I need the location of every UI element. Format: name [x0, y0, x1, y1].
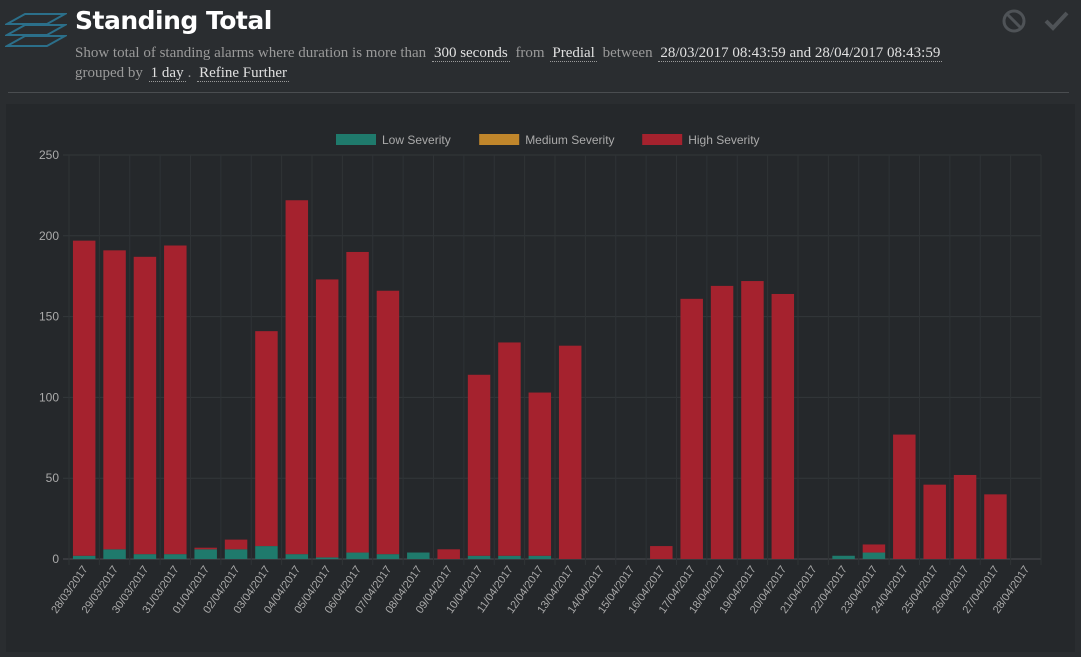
- bar-high-severity: [72, 240, 96, 556]
- header-actions: [989, 8, 1069, 39]
- y-tick-label: 250: [39, 148, 59, 162]
- bar-high-severity: [953, 474, 977, 559]
- bar-high-severity: [893, 434, 916, 559]
- y-tick-label: 100: [39, 390, 59, 404]
- bar-high-severity: [315, 279, 339, 558]
- y-tick-label: 200: [39, 229, 59, 243]
- bar-high-severity: [923, 484, 946, 559]
- bar-high-severity: [528, 392, 552, 556]
- bar-high-severity: [710, 285, 734, 559]
- bar-high-severity: [103, 250, 126, 550]
- bar-high-severity: [194, 547, 217, 550]
- bar-low-severity: [346, 552, 369, 559]
- bar-high-severity: [376, 290, 400, 555]
- header-divider: [8, 92, 1069, 93]
- legend-swatch: [642, 134, 683, 145]
- between-label: between: [602, 45, 653, 61]
- desc-dot: .: [187, 65, 192, 81]
- bar-high-severity: [467, 374, 491, 556]
- bar-low-severity: [224, 549, 248, 559]
- bar-low-severity: [315, 557, 339, 559]
- stacked-bar-chart: 05010015020025028/03/201729/03/201730/03…: [39, 133, 1042, 616]
- bar-low-severity: [467, 555, 491, 559]
- refine-further-link[interactable]: Refine Further: [197, 65, 289, 82]
- cancel-icon[interactable]: [1001, 8, 1027, 34]
- bar-high-severity: [164, 245, 187, 555]
- bar-high-severity: [498, 342, 521, 556]
- bar-high-severity: [133, 256, 157, 555]
- bar-high-severity: [984, 494, 1007, 559]
- legend-swatch: [479, 134, 520, 145]
- bar-high-severity: [255, 331, 278, 547]
- bar-low-severity: [832, 555, 855, 559]
- bar-low-severity: [407, 552, 430, 559]
- bar-low-severity: [528, 555, 552, 559]
- bar-high-severity: [285, 200, 309, 555]
- page-title: Standing Total: [75, 6, 272, 35]
- bar-low-severity: [72, 555, 96, 559]
- bar-high-severity: [558, 345, 582, 559]
- legend-swatch: [336, 134, 376, 145]
- y-tick-label: 50: [46, 471, 60, 485]
- source-selector[interactable]: Predial: [550, 45, 597, 62]
- legend-label: High Severity: [688, 133, 759, 147]
- y-tick-label: 0: [52, 552, 59, 566]
- duration-selector[interactable]: 300 seconds: [431, 45, 510, 62]
- bar-high-severity: [650, 546, 673, 559]
- group-selector[interactable]: 1 day: [148, 65, 186, 82]
- query-description: Show total of standing alarms where dura…: [75, 43, 945, 83]
- bar-high-severity: [346, 251, 369, 553]
- header: Standing Total Show total of standing al…: [0, 0, 1081, 92]
- layers-icon: [5, 13, 67, 47]
- bar-high-severity: [680, 298, 703, 559]
- bar-high-severity: [741, 281, 764, 559]
- bar-low-severity: [194, 549, 217, 559]
- bar-low-severity: [255, 546, 278, 559]
- bar-high-severity: [771, 293, 795, 559]
- y-tick-label: 150: [39, 310, 59, 324]
- check-icon[interactable]: [1043, 8, 1069, 34]
- bar-low-severity: [285, 554, 309, 559]
- from-label: from: [515, 45, 545, 61]
- bar-low-severity: [164, 554, 187, 559]
- bar-high-severity: [224, 539, 248, 550]
- legend-label: Low Severity: [382, 133, 451, 147]
- bar-low-severity: [103, 549, 126, 559]
- grouped-label: grouped by: [75, 65, 143, 81]
- bar-high-severity: [862, 544, 886, 553]
- legend-label: Medium Severity: [525, 133, 614, 147]
- bar-low-severity: [133, 554, 157, 559]
- bar-low-severity: [376, 554, 400, 559]
- bar-low-severity: [862, 552, 886, 559]
- date-range-selector[interactable]: 28/03/2017 08:43:59 and 28/04/2017 08:43…: [658, 45, 943, 62]
- bar-low-severity: [498, 555, 521, 559]
- chart-panel: 0 50 100 150 200 250 28/03/2017 29/03/2017 30/03…: [6, 104, 1075, 652]
- bar-high-severity: [437, 549, 460, 559]
- desc-prefix: Show total of standing alarms where dura…: [75, 45, 427, 61]
